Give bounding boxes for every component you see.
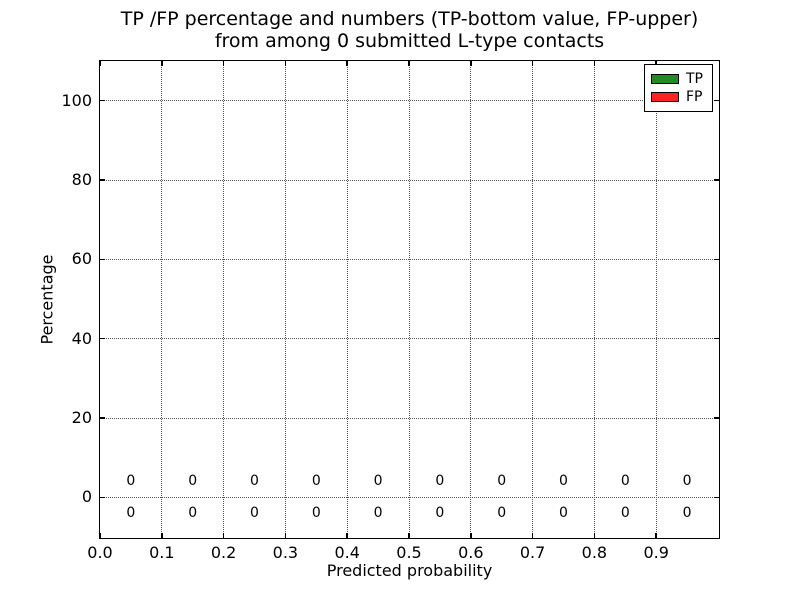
count-annotation-tp: 0 xyxy=(250,505,259,522)
legend-entry-fp: FP xyxy=(651,90,706,104)
x-axis-label: Predicted probability xyxy=(326,561,493,580)
x-gridline xyxy=(593,61,595,538)
y-axis-label-box: Percentage xyxy=(36,60,58,539)
count-annotation-tp: 0 xyxy=(497,505,507,522)
x-tick-label: 0.4 xyxy=(334,543,360,562)
count-annotation-fp: 0 xyxy=(559,473,568,490)
x-tick-bottom xyxy=(408,533,410,538)
legend: TP FP xyxy=(644,64,713,112)
x-tick-top xyxy=(222,61,225,66)
count-annotation-tp: 0 xyxy=(311,505,321,522)
x-tick-top xyxy=(346,61,348,66)
count-annotation-fp: 0 xyxy=(126,473,136,490)
y-tick-label: 100 xyxy=(61,90,92,110)
y-tick-left xyxy=(100,258,105,261)
y-tick-label: 20 xyxy=(71,408,92,427)
count-annotation-fp: 0 xyxy=(188,473,198,490)
y-gridline xyxy=(100,179,719,181)
y-tick-right xyxy=(714,258,719,261)
tp-legend-label: TP xyxy=(686,70,703,87)
x-tick-bottom xyxy=(531,533,534,538)
count-annotation-tp: 0 xyxy=(559,505,568,522)
fp-legend-swatch xyxy=(651,92,679,103)
x-tick-top xyxy=(161,61,163,66)
x-tick-top xyxy=(655,61,657,66)
y-gridline xyxy=(100,417,719,419)
count-annotation-fp: 0 xyxy=(250,473,259,490)
x-gridline xyxy=(655,61,657,538)
x-tick-bottom xyxy=(593,533,596,538)
chart-title: TP /FP percentage and numbers (TP-bottom… xyxy=(99,8,720,52)
y-tick-left xyxy=(100,417,105,419)
count-annotation-tp: 0 xyxy=(188,505,198,522)
x-tick-label: 0.5 xyxy=(396,543,422,562)
x-tick-bottom xyxy=(655,533,657,538)
x-gridline xyxy=(223,61,225,538)
count-annotation-tp: 0 xyxy=(620,505,630,522)
legend-entry-tp: TP xyxy=(651,72,706,86)
x-tick-label: 0.3 xyxy=(272,543,299,562)
y-axis-label: Percentage xyxy=(37,254,57,345)
y-tick-label: 0 xyxy=(81,487,92,507)
chart-title-line2: from among 0 submitted L-type contacts xyxy=(214,29,605,52)
y-tick-right xyxy=(714,337,719,340)
y-tick-left xyxy=(100,337,105,340)
fp-legend-label: FP xyxy=(686,89,703,106)
count-annotation-fp: 0 xyxy=(435,473,445,490)
y-tick-right xyxy=(714,179,719,181)
y-tick-right xyxy=(714,496,719,499)
chart-title-line1: TP /FP percentage and numbers (TP-bottom… xyxy=(120,8,699,30)
y-tick-label: 40 xyxy=(71,328,92,348)
count-annotation-fp: 0 xyxy=(373,473,383,490)
x-gridline xyxy=(161,61,163,538)
x-tick-label: 0.0 xyxy=(87,543,113,562)
x-tick-label: 0.9 xyxy=(643,543,669,562)
y-tick-label: 80 xyxy=(71,170,92,189)
count-annotation-tp: 0 xyxy=(126,505,136,522)
x-tick-top xyxy=(470,61,472,66)
x-tick-label: 0.8 xyxy=(581,543,608,562)
count-annotation-fp: 0 xyxy=(682,473,692,490)
x-tick-label: 0.6 xyxy=(458,543,484,562)
count-annotation-fp: 0 xyxy=(620,473,630,490)
y-gridline xyxy=(100,100,719,102)
x-tick-bottom xyxy=(222,533,225,538)
count-annotation-fp: 0 xyxy=(311,473,321,490)
y-tick-left xyxy=(100,179,105,181)
y-gridline xyxy=(100,338,719,340)
y-tick-right xyxy=(714,417,719,419)
plot-area: 0 20 40 60 80 100 0.0 0.1 0.2 0.3 0.4 0.5 0.6 0.7 0.8 0… xyxy=(61,60,720,562)
x-tick-top xyxy=(593,61,596,66)
y-gridline xyxy=(100,496,719,498)
count-annotation-fp: 0 xyxy=(497,473,507,490)
x-tick-top xyxy=(531,61,534,66)
y-tick-left xyxy=(100,99,105,102)
x-gridline xyxy=(408,61,410,538)
x-tick-bottom xyxy=(99,533,101,538)
tp-legend-swatch xyxy=(651,73,679,84)
y-tick-right xyxy=(714,99,719,102)
x-gridline xyxy=(532,61,534,538)
x-gridline xyxy=(346,61,348,538)
x-gridline xyxy=(284,61,286,538)
y-gridline xyxy=(100,258,719,260)
x-tick-bottom xyxy=(470,533,472,538)
y-tick-left xyxy=(100,496,105,499)
x-tick-top xyxy=(99,61,101,66)
y-tick-label: 60 xyxy=(71,249,92,269)
count-annotation-tp: 0 xyxy=(435,505,445,522)
x-tick-label: 0.2 xyxy=(210,543,237,562)
x-tick-label: 0.7 xyxy=(519,543,546,562)
x-gridline xyxy=(470,61,472,538)
count-annotation-tp: 0 xyxy=(682,505,692,522)
count-annotation-tp: 0 xyxy=(373,505,383,522)
x-tick-bottom xyxy=(284,533,287,538)
x-tick-bottom xyxy=(161,533,163,538)
x-tick-label: 0.1 xyxy=(149,543,175,562)
x-tick-top xyxy=(408,61,410,66)
x-tick-bottom xyxy=(346,533,348,538)
x-tick-top xyxy=(284,61,287,66)
